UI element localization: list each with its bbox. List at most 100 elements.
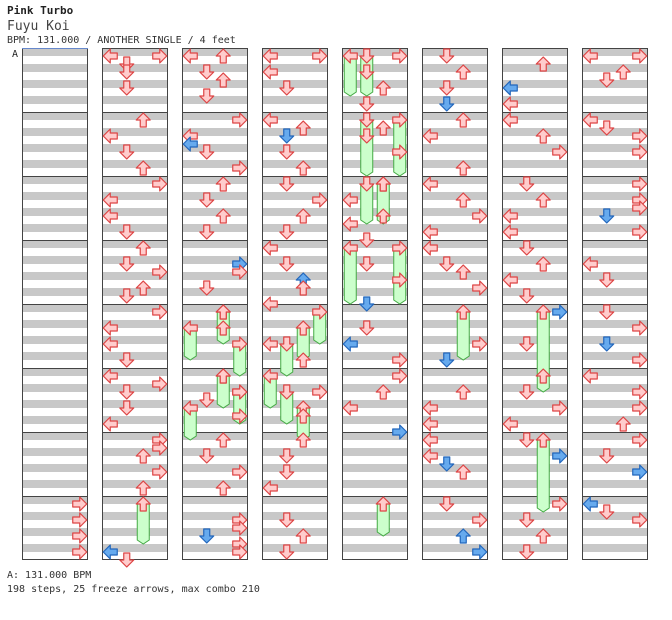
left-arrow-icon (342, 192, 358, 208)
up-arrow-icon (455, 64, 471, 80)
right-arrow-icon (552, 496, 568, 512)
left-arrow-icon (502, 416, 518, 432)
up-arrow-icon (215, 480, 231, 496)
down-arrow-icon (599, 336, 615, 352)
down-arrow-icon (519, 512, 535, 528)
left-arrow-icon (262, 296, 278, 312)
right-arrow-icon (152, 304, 168, 320)
right-arrow-icon (472, 512, 488, 528)
down-arrow-icon (359, 296, 375, 312)
down-arrow-icon (279, 464, 295, 480)
up-arrow-icon (455, 528, 471, 544)
left-arrow-icon (102, 336, 118, 352)
chart-column-2 (102, 48, 168, 560)
down-arrow-icon (199, 528, 215, 544)
left-arrow-icon (102, 48, 118, 64)
down-arrow-icon (119, 144, 135, 160)
down-arrow-icon (279, 448, 295, 464)
freeze-head-left-arrow-icon (342, 48, 358, 64)
freeze-head-right-arrow-icon (312, 304, 328, 320)
up-arrow-icon (215, 48, 231, 64)
down-arrow-icon (119, 384, 135, 400)
down-arrow-icon (119, 224, 135, 240)
up-arrow-icon (295, 160, 311, 176)
up-arrow-icon (375, 384, 391, 400)
right-arrow-icon (392, 272, 408, 288)
right-arrow-icon (152, 48, 168, 64)
right-arrow-icon (552, 304, 568, 320)
freeze-arrow (279, 336, 295, 377)
freeze-head-up-arrow-icon (295, 320, 311, 336)
freeze-arrow (279, 384, 295, 425)
up-arrow-icon (535, 528, 551, 544)
right-arrow-icon (632, 352, 648, 368)
right-arrow-icon (552, 400, 568, 416)
left-arrow-icon (502, 272, 518, 288)
freeze-head-down-arrow-icon (359, 176, 375, 192)
right-arrow-icon (632, 144, 648, 160)
down-arrow-icon (119, 352, 135, 368)
down-arrow-icon (599, 272, 615, 288)
right-arrow-icon (232, 408, 248, 424)
right-arrow-icon (232, 160, 248, 176)
left-arrow-icon (102, 192, 118, 208)
down-arrow-icon (439, 456, 455, 472)
down-arrow-icon (439, 48, 455, 64)
down-arrow-icon (519, 544, 535, 560)
down-arrow-icon (439, 80, 455, 96)
down-arrow-icon (359, 320, 375, 336)
up-arrow-icon (295, 352, 311, 368)
freeze-head-up-arrow-icon (135, 496, 151, 512)
up-arrow-icon (295, 120, 311, 136)
right-arrow-icon (632, 48, 648, 64)
up-arrow-icon (295, 528, 311, 544)
up-arrow-icon (215, 176, 231, 192)
up-arrow-icon (535, 368, 551, 384)
right-arrow-icon (392, 144, 408, 160)
freeze-head-left-arrow-icon (262, 368, 278, 384)
left-arrow-icon (102, 368, 118, 384)
up-arrow-icon (455, 464, 471, 480)
freeze-head-left-arrow-icon (182, 320, 198, 336)
right-arrow-icon (632, 512, 648, 528)
right-arrow-icon (392, 352, 408, 368)
freeze-head-right-arrow-icon (392, 112, 408, 128)
left-arrow-icon (182, 48, 198, 64)
up-arrow-icon (295, 432, 311, 448)
down-arrow-icon (279, 224, 295, 240)
down-arrow-icon (439, 496, 455, 512)
up-arrow-icon (375, 176, 391, 192)
down-arrow-icon (199, 224, 215, 240)
left-arrow-icon (582, 112, 598, 128)
song-title: Fuyu Koi (7, 19, 70, 34)
down-arrow-icon (279, 128, 295, 144)
left-arrow-icon (262, 48, 278, 64)
down-arrow-icon (599, 120, 615, 136)
down-arrow-icon (279, 144, 295, 160)
up-arrow-icon (375, 120, 391, 136)
down-arrow-icon (519, 432, 535, 448)
up-arrow-icon (535, 192, 551, 208)
freeze-head-down-arrow-icon (359, 48, 375, 64)
left-arrow-icon (502, 112, 518, 128)
section-marker: A (12, 49, 18, 60)
down-arrow-icon (359, 128, 375, 144)
freeze-head-down-arrow-icon (279, 336, 295, 352)
freeze-arrow (182, 320, 198, 361)
up-arrow-icon (215, 72, 231, 88)
left-arrow-icon (502, 96, 518, 112)
right-arrow-icon (632, 200, 648, 216)
up-arrow-icon (215, 208, 231, 224)
up-arrow-icon (295, 208, 311, 224)
left-arrow-icon (342, 336, 358, 352)
chart-column-1 (22, 48, 88, 560)
freeze-arrow (359, 112, 375, 177)
down-arrow-icon (519, 176, 535, 192)
freeze-arrow (342, 48, 358, 97)
up-arrow-icon (455, 264, 471, 280)
right-arrow-icon (312, 192, 328, 208)
left-arrow-icon (422, 432, 438, 448)
freeze-arrow (312, 304, 328, 345)
right-arrow-icon (232, 544, 248, 560)
freeze-head-right-arrow-icon (232, 336, 248, 352)
